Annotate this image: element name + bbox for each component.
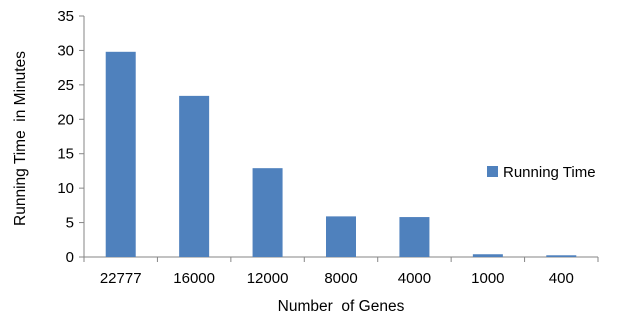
y-axis-title: Running Time in Minutes <box>12 51 29 226</box>
x-tick-label: 1000 <box>471 270 504 287</box>
y-tick-label: 30 <box>57 42 74 59</box>
chart-bars <box>105 51 577 258</box>
bar <box>472 254 503 257</box>
x-tick-label: 400 <box>549 270 574 287</box>
bar <box>105 51 136 258</box>
x-tick-label: 4000 <box>398 270 431 287</box>
bar <box>326 216 356 257</box>
y-tick-label: 0 <box>66 249 74 266</box>
bar <box>399 217 430 257</box>
x-tick-label: 12000 <box>247 270 289 287</box>
y-tick-label: 35 <box>57 8 74 25</box>
bar <box>252 168 283 257</box>
bar <box>546 255 577 257</box>
legend-label: Running Time <box>503 164 596 181</box>
y-tick-label: 25 <box>57 77 74 94</box>
chart-legend: Running Time <box>487 164 596 181</box>
chart-labels: 0 5 10 15 20 25 30 35 22777 16000 12000 8000 4000 100… <box>12 8 574 315</box>
legend-swatch <box>487 166 498 177</box>
x-tick-label: 8000 <box>324 270 357 287</box>
x-tick-label: 22777 <box>100 270 142 287</box>
y-tick-label: 15 <box>57 146 74 163</box>
y-tick-label: 20 <box>57 111 74 128</box>
y-tick-label: 5 <box>66 215 74 232</box>
bar <box>179 95 210 257</box>
y-tick-label: 10 <box>57 180 74 197</box>
x-axis-title: Number of Genes <box>278 298 405 315</box>
x-tick-label: 16000 <box>173 270 215 287</box>
